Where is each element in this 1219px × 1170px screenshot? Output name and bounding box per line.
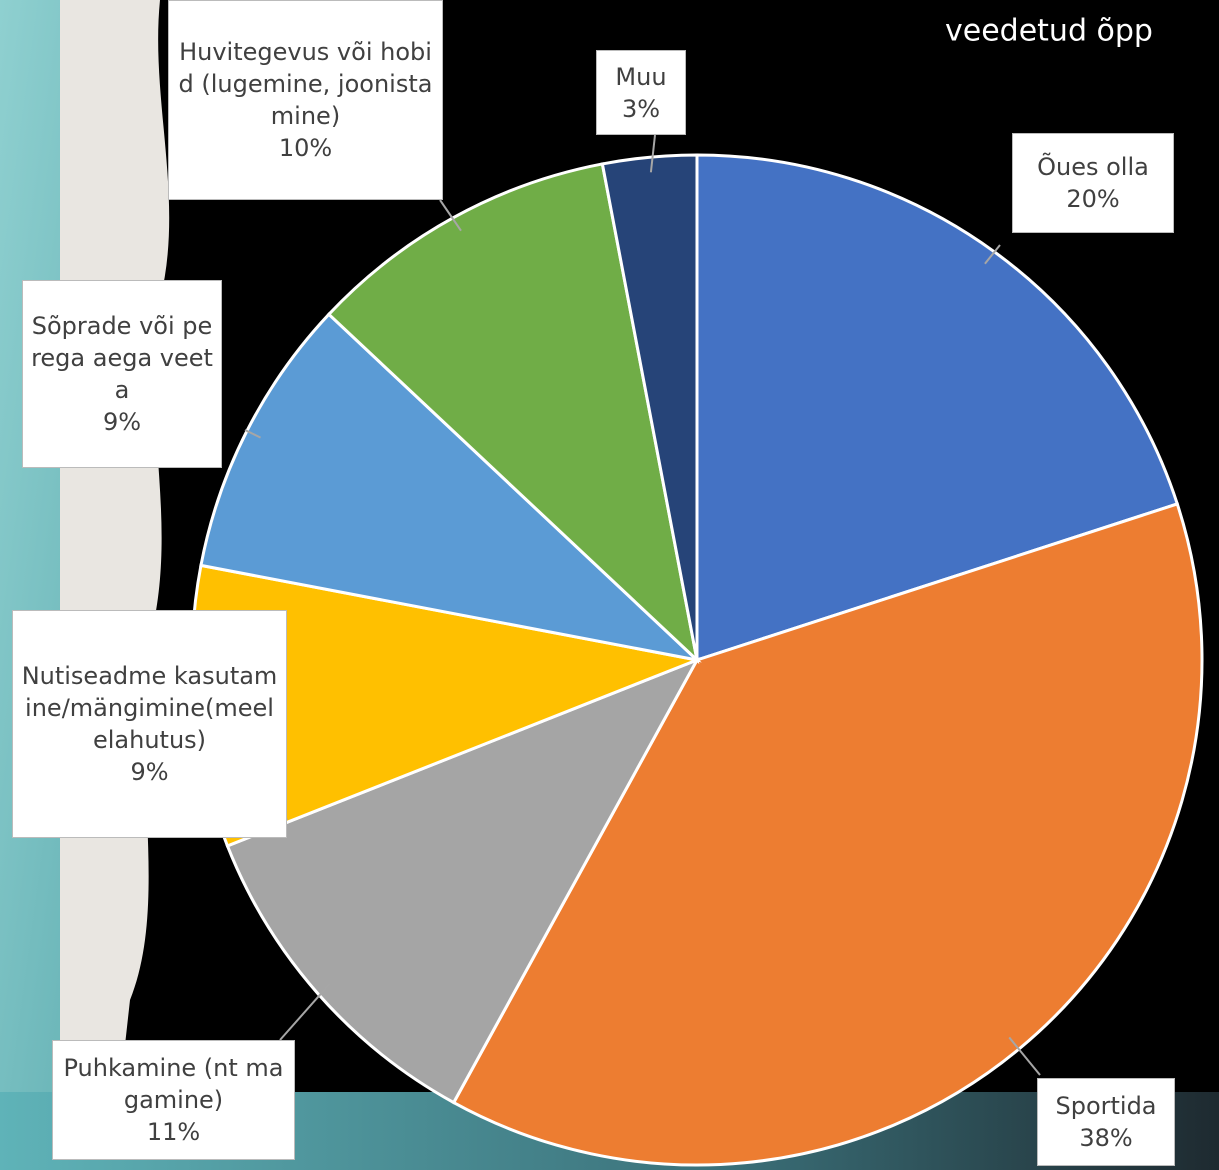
category-label: Nutiseadme kasutamine/mängimine(meelelah… (21, 662, 278, 754)
category-label: Huvitegevus või hobid (lugemine, joonist… (178, 38, 433, 130)
data-label: Sportida 38% (1037, 1078, 1175, 1166)
value-label: 11% (146, 1118, 201, 1146)
value-label: 38% (1079, 1124, 1133, 1152)
value-label: 10% (278, 134, 333, 162)
value-label: 9% (102, 408, 142, 436)
data-label: Puhkamine (nt magamine) 11% (52, 1040, 295, 1160)
decor-paper (60, 0, 170, 1090)
category-label: Puhkamine (nt magamine) (63, 1054, 284, 1114)
category-label: Õues olla (1037, 153, 1149, 181)
data-label: Õues olla 20% (1012, 133, 1174, 233)
data-label: Nutiseadme kasutamine/mängimine(meelelah… (12, 610, 287, 838)
leader-line (279, 983, 331, 1041)
category-label: Sõprade või perega aega veeta (31, 312, 213, 404)
data-label: Huvitegevus või hobid (lugemine, joonist… (168, 0, 443, 200)
leader-line (439, 199, 462, 232)
leader-line (649, 134, 656, 173)
pie-slice (600, 153, 699, 661)
category-label: Sportida (1055, 1092, 1157, 1120)
data-label: Sõprade või perega aega veeta 9% (22, 280, 222, 468)
category-label: Muu (615, 62, 667, 91)
data-label: Muu 3% (596, 50, 686, 135)
pie-slice (326, 162, 700, 665)
chart-title: veedetud õpp (945, 14, 1153, 49)
value-label: 9% (130, 758, 169, 786)
leader-line (244, 429, 261, 439)
value-label: 20% (1066, 185, 1120, 213)
leader-line (984, 244, 1001, 265)
pie-slice (225, 657, 701, 1105)
value-label: 3% (621, 94, 661, 123)
leader-line (1008, 1036, 1041, 1076)
